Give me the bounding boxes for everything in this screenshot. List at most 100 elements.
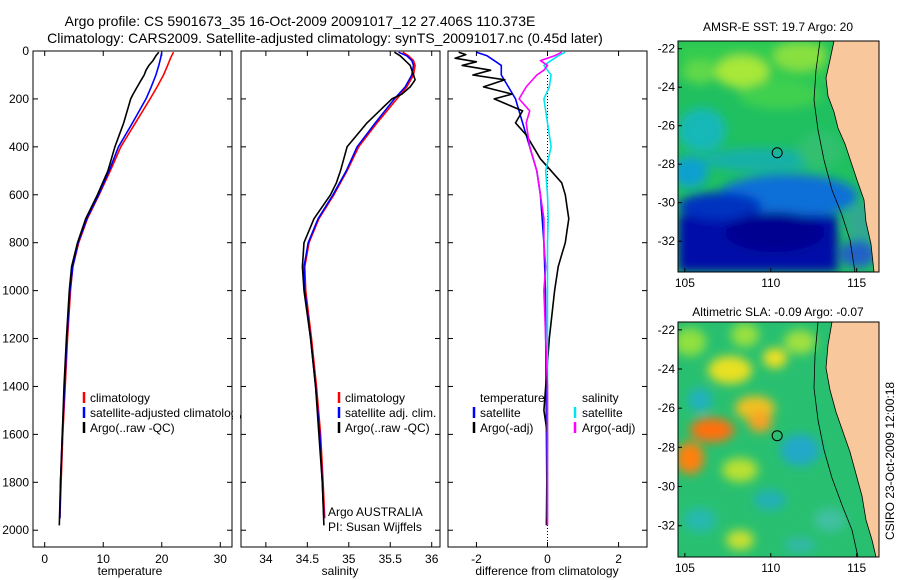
- salinity-annotation-institution: Argo AUSTRALIA: [328, 505, 423, 519]
- sst-map-field: [678, 41, 879, 272]
- sla-map-field: [678, 322, 879, 557]
- sla_map-ytick-label: -30: [658, 480, 676, 494]
- salinity-legend-satellite: satellite adj. clim.: [345, 406, 436, 420]
- temperature-ytick-label: 1400: [2, 379, 29, 393]
- temperature-xtick-label: 0: [41, 552, 48, 566]
- temperature-ytick-label: 1600: [2, 427, 29, 441]
- difference-panel: -2 0 2 difference from climatology tempera…: [447, 50, 648, 578]
- difference-legend-sal-satellite: satellite: [582, 406, 623, 420]
- credit-stamp: CSIRO 23-Oct-2009 12:00:18: [883, 382, 897, 540]
- salinity-legend-climatology: climatology: [345, 391, 405, 405]
- temperature-legend-climatology: climatology: [90, 391, 150, 405]
- temperature-axes-box: [32, 50, 233, 548]
- salinity-panel: 34 34.5 35 35.5 36 salinity climatology sate…: [240, 50, 441, 578]
- temperature-yticks: 0 200 400 600 800 1000 1200 1400 1600 1800 2000: [2, 44, 232, 537]
- sla-map-land: [825, 322, 879, 557]
- sst-map-yticks: -22 -24 -26 -28 -30 -32: [658, 42, 682, 248]
- sst_map-xtick-label: 115: [847, 276, 866, 290]
- salinity-xlabel: salinity: [322, 564, 359, 578]
- difference-xtick-label: 2: [615, 552, 622, 566]
- difference-xlabel: difference from climatology: [475, 564, 618, 578]
- temperature-xtick-label: 20: [155, 552, 169, 566]
- salinity-legend: climatology satellite adj. clim. Argo(..…: [337, 391, 436, 435]
- sst-map-float-marker: [771, 147, 783, 159]
- temperature-ytick-label: 600: [9, 188, 29, 202]
- difference-legend-salinity-title: salinity: [582, 391, 619, 405]
- temperature-legend: climatology satellite-adjusted climatolo…: [82, 391, 243, 435]
- salinity-xtick-label: 36: [425, 552, 439, 566]
- temperature-panel: 0 10 20 30 0 200 400 600 800 1000 1200 1400 1600 180…: [2, 44, 243, 578]
- figure-title-line1: Argo profile: CS 5901673_35 16-Oct-2009 …: [65, 13, 536, 29]
- sla-map-float-marker: [771, 430, 783, 442]
- sla-map-yticks: -22 -24 -26 -28 -30 -32: [658, 323, 682, 533]
- difference-xtick-label: -2: [471, 552, 482, 566]
- difference-legend-temp-argo: Argo(-adj): [480, 421, 533, 435]
- salinity-annotation-pi: PI: Susan Wijffels: [328, 520, 422, 534]
- difference-yticks: [448, 50, 647, 531]
- sst-map-isobath: [813, 41, 856, 272]
- sla_map-ytick-label: -22: [658, 323, 676, 337]
- sst_map-ytick-label: -24: [658, 80, 676, 94]
- salinity-yticks: [241, 50, 440, 531]
- salinity-xtick-label: 35.5: [379, 552, 403, 566]
- difference-legend-temp-satellite: satellite: [480, 406, 521, 420]
- sla_map-xtick-label: 105: [675, 561, 695, 575]
- sst_map-ytick-label: -26: [658, 119, 676, 133]
- salinity-xtick-label: 34: [259, 552, 273, 566]
- temperature-xtick-label: 30: [214, 552, 228, 566]
- salinity-axes-box: [240, 50, 441, 548]
- temperature-ytick-label: 0: [22, 44, 29, 58]
- salinity-xticks: 34 34.5 35 35.5 36: [259, 51, 439, 566]
- sla-map-title: Altimetric SLA: -0.09 Argo: -0.07: [692, 305, 864, 319]
- temperature-ytick-label: 800: [9, 236, 29, 250]
- sla-map-xticks: 105 110 115: [675, 553, 867, 575]
- difference-lines: [454, 51, 570, 526]
- temperature-ytick-label: 200: [9, 92, 29, 106]
- temperature-legend-argo: Argo(..raw -QC): [90, 421, 175, 435]
- temperature-xlabel: temperature: [98, 564, 163, 578]
- difference-xtick-label: 0: [544, 552, 551, 566]
- sst-map-land: [825, 41, 879, 272]
- difference-series-temperature-argo-adj-: [454, 51, 570, 526]
- sst_map-ytick-label: -28: [658, 157, 676, 171]
- sst-map-title: AMSR-E SST: 19.7 Argo: 20: [703, 20, 853, 34]
- temperature-ytick-label: 1000: [2, 284, 29, 298]
- salinity-xtick-label: 34.5: [296, 552, 320, 566]
- sst_map-ytick-label: -32: [658, 234, 676, 248]
- temperature-ytick-label: 400: [9, 140, 29, 154]
- panel-gap: [233, 395, 240, 440]
- sla_map-xtick-label: 115: [847, 561, 866, 575]
- sla_map-ytick-label: -28: [658, 440, 676, 454]
- sst-map-xticks: 105 110 115: [675, 268, 867, 290]
- temperature-ytick-label: 2000: [2, 523, 29, 537]
- temperature-ytick-label: 1200: [2, 332, 29, 346]
- temperature-xticks: 0 10 20 30: [41, 51, 227, 566]
- temperature-ytick-label: 1800: [2, 475, 29, 489]
- sla_map-ytick-label: -32: [658, 519, 676, 533]
- sst-map-axes-box: [677, 40, 880, 273]
- temperature-xtick-label: 10: [97, 552, 111, 566]
- sla-map-isobath: [813, 322, 859, 557]
- sst_map-xtick-label: 105: [675, 276, 695, 290]
- difference-series-salinity-argo-adj-: [518, 51, 563, 526]
- sla_map-ytick-label: -24: [658, 362, 676, 376]
- sla_map-ytick-label: -26: [658, 401, 676, 415]
- salinity-lines: [301, 51, 416, 526]
- difference-legend-sal-argo: Argo(-adj): [582, 421, 635, 435]
- figure-title-line2: Climatology: CARS2009. Satellite-adjuste…: [47, 30, 603, 46]
- difference-legend-temperature-title: temperature: [480, 391, 545, 405]
- sla_map-xtick-label: 110: [761, 561, 780, 575]
- salinity-series-argo-raw-qc-: [301, 51, 416, 526]
- salinity-xtick-label: 35: [342, 552, 356, 566]
- sst_map-xtick-label: 110: [761, 276, 780, 290]
- temperature-series-argo-raw-qc-: [58, 51, 160, 526]
- temperature-legend-satellite: satellite-adjusted climatology: [90, 406, 243, 420]
- sla-map-panel: Altimetric SLA: -0.09 Argo: -0.07: [658, 305, 880, 575]
- salinity-legend-argo: Argo(..raw -QC): [345, 421, 430, 435]
- difference-legend: temperature satellite Argo(-adj) salinit…: [472, 391, 635, 435]
- sst-map-panel: AMSR-E SST: 19.7 Argo: 20: [658, 20, 880, 290]
- sst_map-ytick-label: -30: [658, 196, 676, 210]
- sst_map-ytick-label: -22: [658, 42, 676, 56]
- temperature-lines: [58, 51, 175, 526]
